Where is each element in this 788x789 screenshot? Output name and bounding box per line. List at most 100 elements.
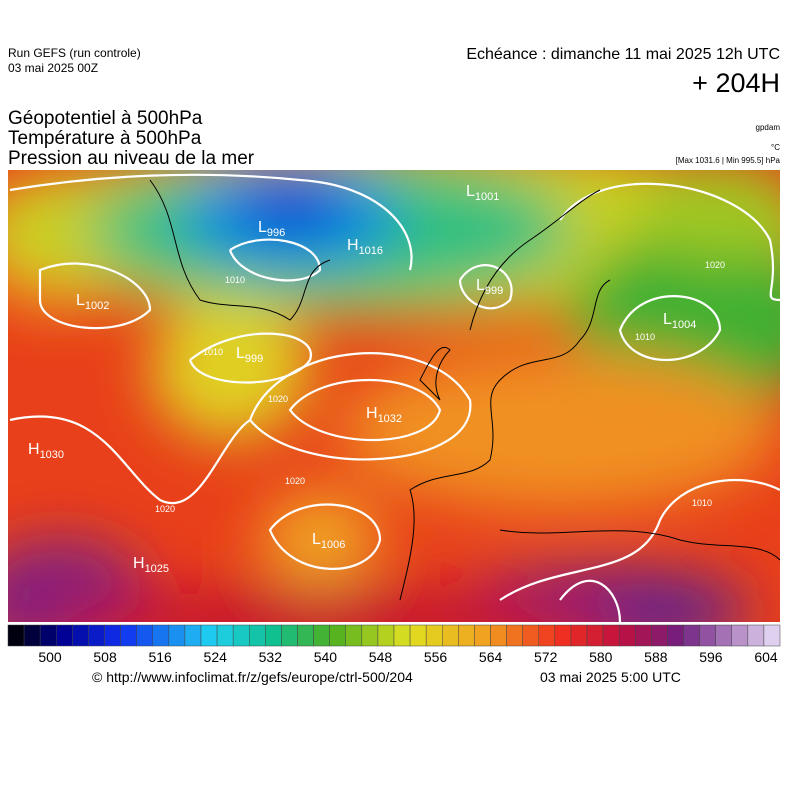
color-swatch	[506, 624, 523, 647]
color-swatch	[313, 624, 330, 647]
color-swatch	[23, 624, 41, 647]
pressure-system: L1006	[312, 531, 345, 551]
isobar-label: 1020	[705, 260, 725, 270]
system-value: 1006	[321, 539, 345, 551]
system-kind: L	[312, 531, 321, 548]
color-swatch	[297, 624, 314, 647]
system-value: 1016	[359, 245, 383, 257]
run-date: 03 mai 2025 00Z	[8, 61, 99, 75]
color-swatch	[152, 624, 170, 647]
color-swatch	[554, 624, 572, 647]
system-value: 1032	[378, 413, 402, 425]
pressure-system: H1025	[133, 555, 169, 575]
system-value: 1025	[145, 563, 169, 575]
color-swatch	[345, 624, 363, 647]
system-kind: L	[236, 345, 245, 362]
colorbar-tick-label: 580	[589, 649, 613, 665]
color-swatch	[168, 624, 186, 647]
system-kind: H	[28, 441, 40, 458]
coastlines	[149, 179, 780, 601]
colorbar-tick-label: 524	[204, 649, 228, 665]
color-swatch	[136, 624, 154, 647]
unit-temperature: °C	[771, 143, 780, 152]
colorbar-tick-label: 508	[93, 649, 117, 665]
title-3: Pression au niveau de la mer	[8, 148, 255, 169]
system-value: 996	[267, 227, 285, 239]
color-swatch	[232, 624, 250, 647]
isobar-label: 1020	[155, 504, 175, 514]
color-swatch	[249, 624, 266, 647]
isobar-label: 1010	[203, 347, 223, 357]
system-kind: L	[76, 292, 85, 309]
color-swatch	[763, 624, 781, 647]
color-swatch	[329, 624, 346, 647]
title-2: Température à 500hPa	[8, 128, 202, 149]
color-swatch	[393, 624, 411, 647]
system-kind: L	[258, 219, 267, 236]
color-swatch	[538, 624, 556, 647]
color-swatch	[200, 624, 218, 647]
system-kind: L	[663, 311, 672, 328]
color-swatch	[522, 624, 540, 647]
color-swatch	[409, 624, 427, 647]
color-swatch	[602, 624, 620, 647]
system-kind: H	[366, 405, 378, 422]
system-value: 999	[245, 353, 263, 365]
isobar-label: 1020	[285, 476, 305, 486]
color-swatch	[458, 624, 475, 647]
system-kind: H	[347, 237, 359, 254]
colorbar-tick-label: 548	[369, 649, 393, 665]
system-value: 1002	[85, 300, 109, 312]
color-swatch	[361, 624, 379, 647]
colorbar-tick-label: 540	[314, 649, 338, 665]
system-value: 999	[485, 285, 503, 297]
color-swatch	[88, 624, 105, 647]
colorbar-tick-label: 556	[424, 649, 448, 665]
colorbar-tick-label: 500	[38, 649, 62, 665]
colorbar-tick-label: 572	[534, 649, 558, 665]
color-swatch	[7, 624, 25, 647]
color-swatch	[72, 624, 89, 647]
color-swatch	[731, 624, 749, 647]
pressure-system: H1032	[366, 405, 402, 425]
system-value: 1004	[672, 319, 696, 331]
color-swatch	[216, 624, 234, 647]
system-kind: L	[466, 183, 475, 200]
system-kind: H	[133, 555, 145, 572]
color-swatch	[265, 624, 282, 647]
pressure-system: L1002	[76, 292, 109, 312]
color-swatch	[56, 624, 73, 647]
color-swatch	[490, 624, 507, 647]
color-swatch	[570, 624, 588, 647]
color-swatch	[442, 624, 459, 647]
echeance: Echéance : dimanche 11 mai 2025 12h UTC	[466, 46, 780, 63]
pressure-system: H1030	[28, 441, 64, 461]
color-swatch	[120, 624, 137, 647]
color-swatch	[586, 624, 604, 647]
pressure-system: L999	[476, 277, 503, 297]
isobars	[9, 173, 780, 622]
colorbar-tick-label: 564	[479, 649, 503, 665]
map-field: L996H1016L1001L999L1002L1004L999H1032H10…	[8, 170, 780, 622]
isobar-label: 1010	[225, 275, 245, 285]
source-url: © http://www.infoclimat.fr/z/gefs/europe…	[92, 669, 413, 685]
colorbar-tick-label: 516	[148, 649, 172, 665]
unit-pressure: [Max 1031.6 | Min 995.5] hPa	[675, 156, 780, 165]
run-label: Run GEFS (run controle)	[8, 46, 141, 60]
color-swatch	[39, 624, 57, 647]
colorbar-tick-label: 596	[699, 649, 723, 665]
lead-time: + 204H	[692, 68, 780, 98]
pressure-system: L999	[236, 345, 263, 365]
title-1: Géopotentiel à 500hPa	[8, 108, 203, 129]
pressure-system: L1001	[466, 183, 499, 203]
pressure-system: H1016	[347, 237, 383, 257]
color-swatch	[425, 624, 443, 647]
colorbar-tick-label: 588	[644, 649, 668, 665]
color-swatch	[377, 624, 395, 647]
unit-geopotential: gpdam	[755, 123, 780, 132]
colorbar-tick-label: 604	[754, 649, 778, 665]
colorbar-tick-label: 532	[259, 649, 283, 665]
color-swatch	[667, 624, 684, 647]
